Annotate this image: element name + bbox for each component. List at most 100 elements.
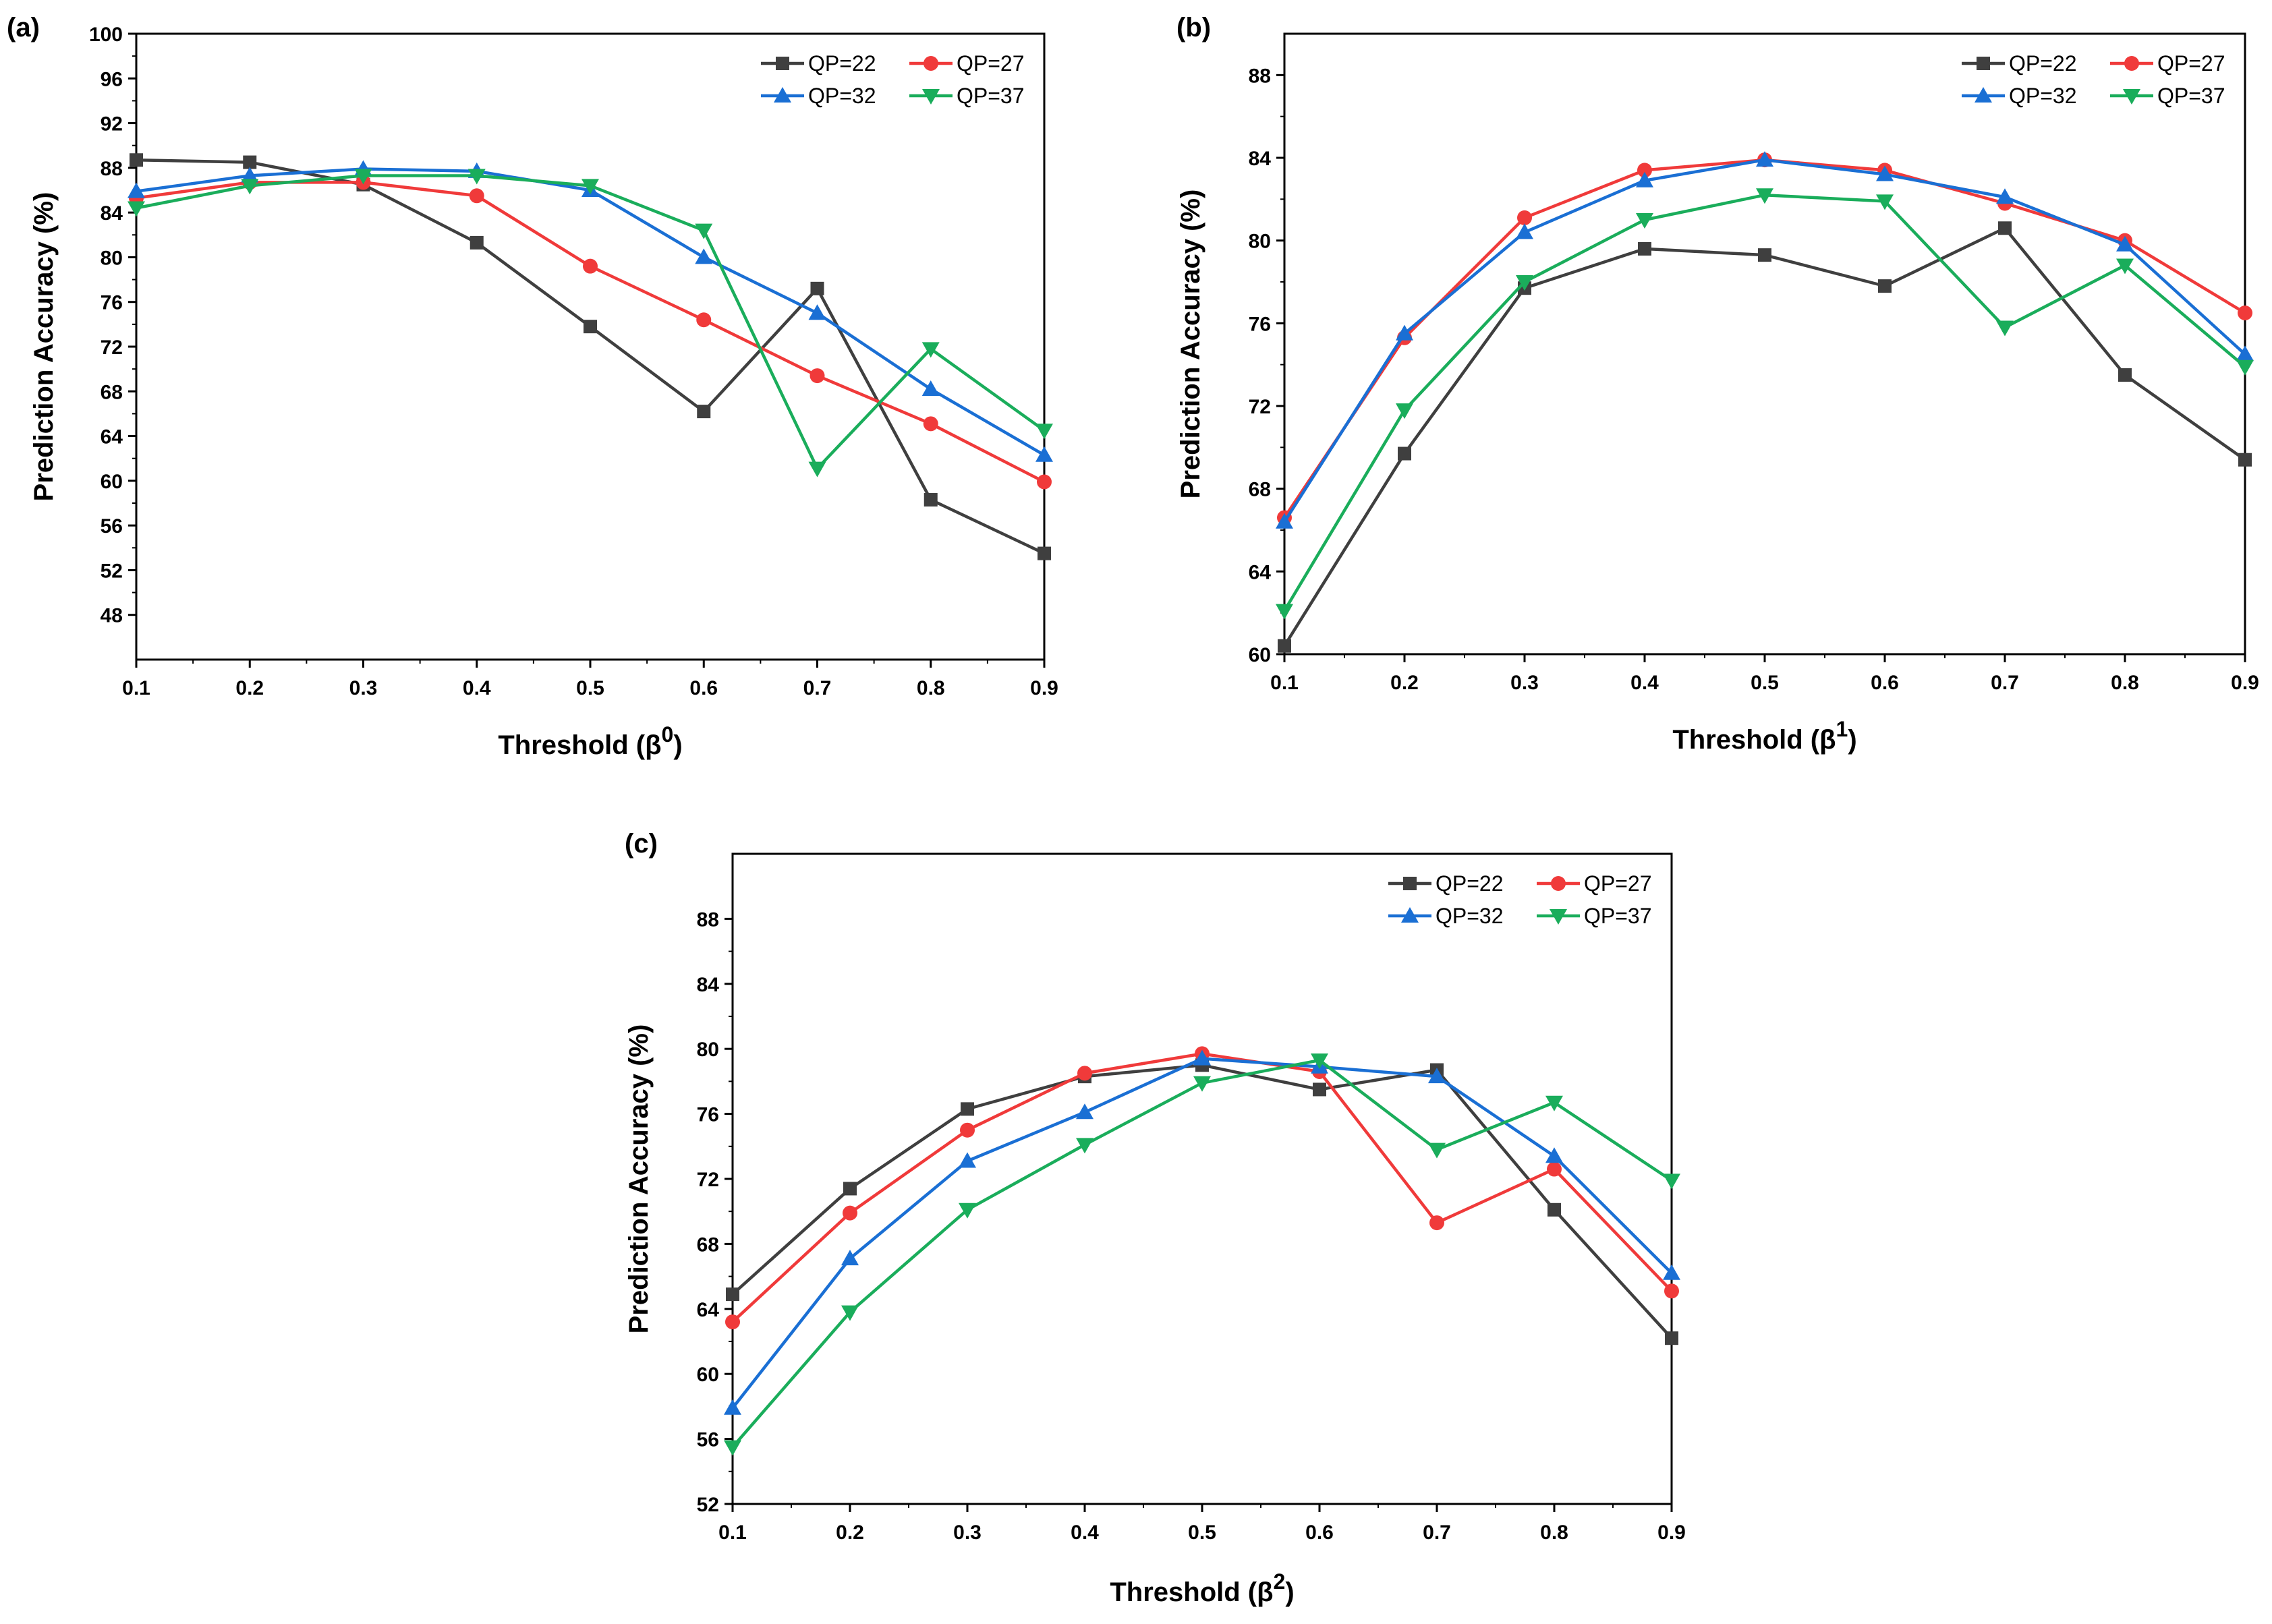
series-line	[731, 1052, 1673, 1323]
data-point	[1276, 513, 1293, 529]
legend-item: QP=37	[909, 84, 1025, 108]
data-point	[2116, 235, 2134, 252]
y-tick-label: 56	[101, 515, 123, 538]
data-point	[1517, 210, 1532, 225]
y-tick-label: 84	[101, 202, 123, 225]
series-line	[1283, 227, 2246, 647]
legend-item: QP=32	[761, 84, 876, 108]
data-point	[1077, 1066, 1092, 1081]
y-tick-label: 72	[101, 337, 123, 359]
y-tick-label: 64	[101, 426, 123, 448]
y-tick-label: 72	[697, 1169, 719, 1191]
data-point	[1035, 424, 1053, 440]
data-point	[959, 1202, 976, 1219]
x-axis-title-text: Threshold (β	[498, 730, 661, 760]
x-axis-title-close: )	[1848, 725, 1856, 755]
data-point	[1313, 1082, 1326, 1097]
legend-label: QP=22	[1436, 871, 1504, 896]
data-point	[1665, 1331, 1678, 1345]
x-tick-label: 0.1	[122, 677, 150, 699]
y-tick-label: 80	[101, 247, 123, 269]
y-tick-label: 88	[101, 158, 123, 180]
data-point	[1547, 1161, 1562, 1177]
data-point	[127, 201, 145, 217]
data-point	[1663, 1264, 1680, 1280]
legend-item: QP=22	[1388, 871, 1504, 896]
data-point	[1636, 213, 1653, 229]
data-point	[1756, 188, 1773, 204]
data-point	[1758, 248, 1771, 262]
data-point	[1878, 279, 1892, 293]
series-QP=32	[1276, 151, 2254, 529]
data-point	[584, 320, 597, 334]
y-tick-label: 84	[697, 974, 720, 996]
series-line	[136, 167, 1046, 457]
legend-marker	[1550, 909, 1567, 925]
legend-item: QP=37	[1537, 904, 1652, 928]
data-point	[921, 380, 940, 396]
x-tick-label: 0.1	[1270, 672, 1299, 694]
data-point	[1038, 546, 1051, 560]
legend-marker	[922, 89, 940, 105]
data-point	[2236, 359, 2254, 376]
y-tick-label: 100	[89, 24, 123, 46]
series-QP=22	[726, 1058, 1678, 1345]
legend-marker	[1403, 877, 1417, 890]
legend-item: QP=37	[2110, 84, 2225, 108]
data-point	[2118, 368, 2132, 382]
legend-item: QP=27	[1537, 871, 1652, 896]
chart-panel-2: (c) 52 56 60 64 68 72 76 80 84 88 0.1 0.2 0.3 0.4 0.5 0.…	[624, 829, 1686, 1607]
legend-label: QP=22	[2009, 51, 2077, 76]
x-axis-title-text: Threshold (β	[1110, 1577, 1273, 1607]
panel-label: (a)	[7, 13, 40, 42]
series-QP=37	[1276, 188, 2254, 620]
series-QP=37	[127, 169, 1053, 477]
panel-label: (b)	[1176, 13, 1211, 42]
legend-marker	[1401, 907, 1419, 923]
chart-panel-0: (a) 48 52 56 60 64 68 72 76 80 84 88 92 96 100 0.1 0.2 0.…	[7, 13, 1058, 760]
x-tick-label: 0.9	[2231, 672, 2259, 694]
x-tick-label: 0.9	[1657, 1521, 1686, 1544]
data-point	[354, 169, 372, 185]
x-tick-label: 0.5	[576, 677, 604, 699]
y-tick-label: 88	[697, 908, 719, 931]
data-point	[1193, 1049, 1211, 1066]
legend-marker	[1977, 57, 1990, 70]
legend-marker	[2123, 89, 2140, 105]
data-point	[923, 416, 938, 432]
data-point	[1396, 324, 1413, 341]
x-tick-label: 0.7	[1423, 1521, 1451, 1544]
data-point	[808, 304, 826, 320]
data-point	[843, 1205, 857, 1221]
data-point	[1545, 1147, 1563, 1163]
y-tick-label: 48	[101, 605, 123, 627]
y-axis-title: Prediction Accuracy (%)	[624, 1024, 654, 1334]
x-tick-label: 0.6	[1871, 672, 1899, 694]
legend-label: QP=32	[808, 84, 876, 108]
y-tick-label: 64	[697, 1299, 720, 1321]
series-QP=27	[1277, 152, 2252, 525]
data-point	[697, 405, 711, 419]
data-point	[1876, 165, 1894, 181]
y-tick-label: 80	[1249, 231, 1271, 253]
x-tick-label: 0.7	[1991, 672, 2019, 694]
x-axis-title-text: Threshold (β	[1672, 725, 1836, 755]
data-point	[583, 258, 598, 274]
series-line	[731, 1064, 1673, 1339]
x-axis-title-superscript: 0	[662, 722, 674, 747]
data-point	[467, 169, 486, 185]
data-point	[1545, 1095, 1563, 1111]
data-point	[1076, 1138, 1094, 1154]
data-point	[470, 235, 484, 250]
x-tick-label: 0.6	[1305, 1521, 1334, 1544]
data-point	[696, 312, 712, 328]
data-point	[1876, 194, 1894, 210]
data-point	[1516, 275, 1533, 291]
y-tick-label: 68	[1249, 479, 1271, 501]
data-point	[1076, 1103, 1094, 1120]
legend-label: QP=27	[957, 51, 1025, 76]
data-point	[1311, 1053, 1328, 1070]
y-tick-label: 76	[697, 1104, 719, 1126]
data-point	[961, 1102, 974, 1116]
data-point	[924, 493, 938, 507]
